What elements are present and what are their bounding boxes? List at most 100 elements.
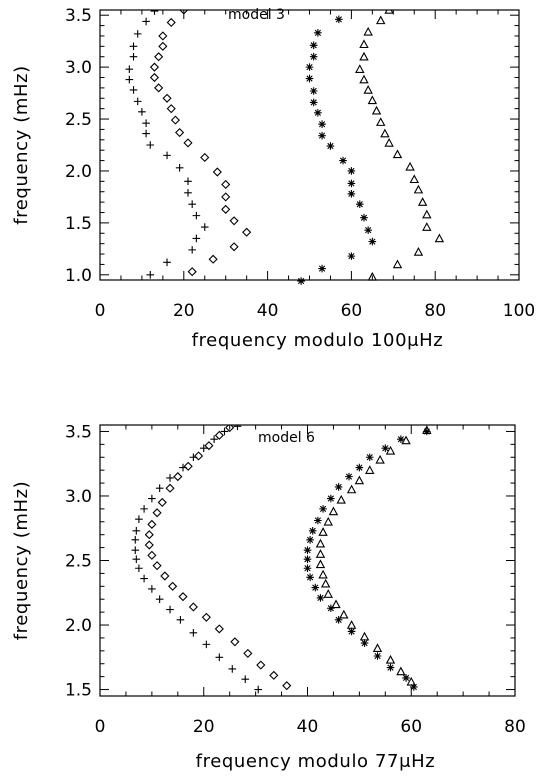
point-triangle [354,475,365,485]
x-axis-label: frequency modulo 100μHz [192,330,444,351]
point-triangle [380,128,390,138]
x-tick-label: 0 [95,717,106,737]
point-diamond [168,581,178,591]
point-triangle [318,569,328,579]
panel-bottom: 0 20 40 60 80 1.5 2.0 2.5 3.0 3.5 frequency modulo… [11,422,526,772]
series-plus [131,425,263,694]
point-plus [202,640,211,649]
point-triangle [413,184,424,194]
point-plus [140,574,148,583]
point-diamond [158,31,168,41]
point-plus [228,665,237,673]
point-triangle [365,465,375,474]
point-diamond [230,637,240,647]
series-diamond [149,10,252,277]
point-triangle [385,654,396,664]
y-tick-label: 3.5 [65,6,92,26]
point-plus [146,271,155,279]
point-asterisk [355,463,364,472]
point-asterisk [364,226,372,234]
point-diamond [160,571,170,581]
point-triangle [422,209,432,219]
point-plus [142,17,150,26]
point-asterisk [305,74,314,83]
point-asterisk [360,639,369,647]
point-diamond [162,93,172,103]
point-triangle [434,233,445,243]
point-plus [199,444,208,453]
point-diamond [170,115,180,125]
point-triangle [375,454,385,464]
point-triangle [336,494,346,504]
point-diamond [149,62,160,72]
point-triangle [396,666,406,676]
point-triangle [401,435,411,445]
series-plus [125,10,209,279]
y-tick-label: 2.0 [65,162,92,182]
point-asterisk [345,472,353,481]
point-plus [189,628,198,637]
point-asterisk [347,190,356,198]
point-triangle [355,64,365,73]
x-tick-label: 80 [504,717,526,737]
point-diamond [242,227,252,237]
point-asterisk [410,683,418,691]
y-tick-label: 1.5 [65,214,92,234]
point-plus [129,42,138,51]
x-tick-label: 0 [95,301,106,321]
point-diamond [183,138,193,148]
point-plus [129,52,138,61]
y-tick-label: 3.0 [65,487,92,507]
point-plus [133,97,142,106]
point-diamond [225,425,235,433]
point-diamond [179,10,189,15]
model-label: model 6 [258,430,315,446]
point-plus [200,223,209,231]
y-tick-label: 1.5 [65,681,92,701]
point-diamond [152,508,162,518]
point-triangle [384,137,394,147]
point-triangle [422,222,432,231]
point-triangle [376,15,386,25]
y-axis-label: frequency (mHz) [11,481,32,641]
point-plus [142,129,150,138]
point-asterisk [334,616,343,624]
point-plus [135,515,143,524]
point-plus [146,141,155,149]
point-asterisk [305,63,314,71]
point-plus [176,616,185,624]
point-triangle [405,161,415,171]
y-tick-label: 2.5 [65,552,92,572]
x-tick-label: 40 [257,301,279,321]
x-axis-label: frequency modulo 77μHz [196,751,436,772]
point-diamond [208,254,218,264]
point-asterisk [314,516,322,525]
x-tick-label: 80 [424,301,446,321]
point-asterisk [397,435,405,443]
point-asterisk [423,427,431,436]
point-diamond [154,52,164,62]
point-diamond [178,592,188,602]
point-plus [220,427,229,436]
y-tick-label: 2.5 [65,110,92,130]
point-plus [184,188,192,197]
point-triangle [315,559,326,569]
point-asterisk [347,627,356,636]
series-diamond [144,425,292,691]
point-plus [148,585,156,593]
point-plus [125,75,134,84]
point-plus [166,474,174,482]
point-plus [254,685,263,694]
point-diamond [173,472,183,482]
point-diamond [149,72,160,83]
point-asterisk [339,156,347,165]
point-asterisk [326,142,335,150]
point-asterisk [309,98,318,107]
point-triangle [315,538,326,548]
point-asterisk [309,87,318,95]
point-diamond [200,152,210,163]
point-diamond [188,602,198,612]
point-triangle [359,39,369,49]
point-diamond [229,216,239,226]
